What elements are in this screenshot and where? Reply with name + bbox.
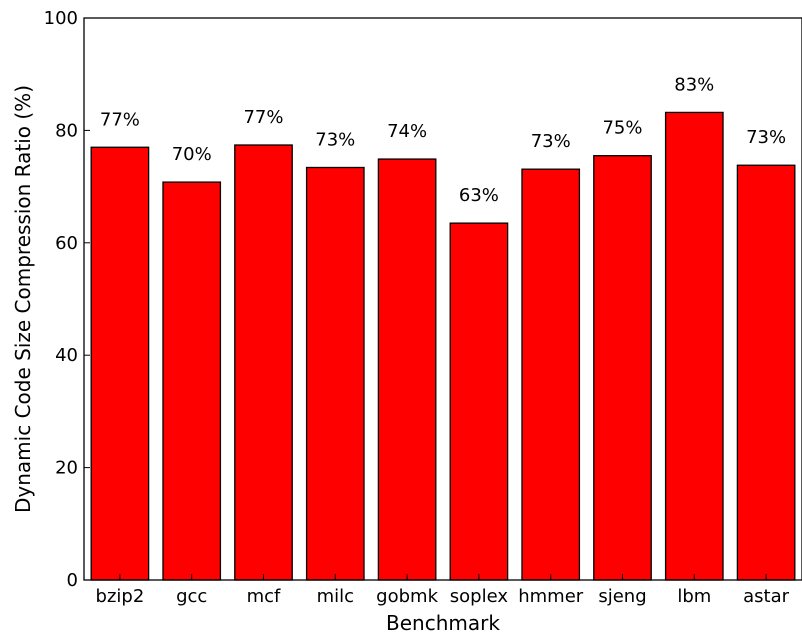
data-labels: 77% 70% 77% 73% 74% 63% 73% 75% 83% 73% xyxy=(100,74,786,206)
x-tick-label-soplex: soplex xyxy=(450,586,509,607)
data-label-hmmer: 73% xyxy=(531,131,571,152)
bar-gcc xyxy=(162,181,222,581)
plot-area-frame xyxy=(83,17,802,581)
bar-bzip2 xyxy=(90,146,150,581)
x-tick-label-lbm: lbm xyxy=(677,586,711,607)
y-tick-label-0: 0 xyxy=(67,570,78,591)
x-tick-label-mcf: mcf xyxy=(247,586,281,607)
y-axis-ticks: 0 20 40 60 80 100 xyxy=(44,8,90,591)
data-label-mcf: 77% xyxy=(243,107,283,128)
x-axis-title: Benchmark xyxy=(386,611,500,635)
data-label-gcc: 70% xyxy=(172,144,212,165)
x-tick-label-hmmer: hmmer xyxy=(518,586,584,607)
data-label-sjeng: 75% xyxy=(602,118,642,139)
bar-milc xyxy=(305,166,365,581)
data-label-bzip2: 77% xyxy=(100,109,140,130)
bars xyxy=(90,111,796,581)
bar-sjeng xyxy=(593,155,652,581)
x-tick-label-gcc: gcc xyxy=(176,586,207,607)
y-tick-label-20: 20 xyxy=(55,458,78,479)
x-tick-label-sjeng: sjeng xyxy=(598,586,646,607)
data-label-milc: 73% xyxy=(315,129,355,150)
data-label-gobmk: 74% xyxy=(387,121,427,142)
bar-hmmer xyxy=(521,168,581,581)
data-label-lbm: 83% xyxy=(674,74,714,95)
data-label-soplex: 63% xyxy=(459,185,499,206)
x-tick-label-astar: astar xyxy=(743,586,789,607)
bar-lbm xyxy=(664,111,724,581)
y-tick-label-100: 100 xyxy=(44,8,78,29)
x-tick-label-bzip2: bzip2 xyxy=(96,586,145,607)
bar-astar xyxy=(736,164,796,581)
x-tick-label-milc: milc xyxy=(317,586,354,607)
bar-gobmk xyxy=(377,158,437,581)
bar-soplex xyxy=(449,222,509,581)
y-tick-label-80: 80 xyxy=(55,120,78,141)
bar-mcf xyxy=(234,144,293,581)
y-tick-label-40: 40 xyxy=(55,345,78,366)
x-axis-ticks: bzip2 gcc mcf milc gobmk soplex hmmer sjeng lbm a… xyxy=(96,574,790,607)
y-tick-label-60: 60 xyxy=(55,233,78,254)
axes xyxy=(83,17,802,581)
y-axis-title: Dynamic Code Size Compression Ratio (%) xyxy=(11,85,35,513)
data-label-astar: 73% xyxy=(746,127,786,148)
x-tick-label-gobmk: gobmk xyxy=(376,586,438,607)
